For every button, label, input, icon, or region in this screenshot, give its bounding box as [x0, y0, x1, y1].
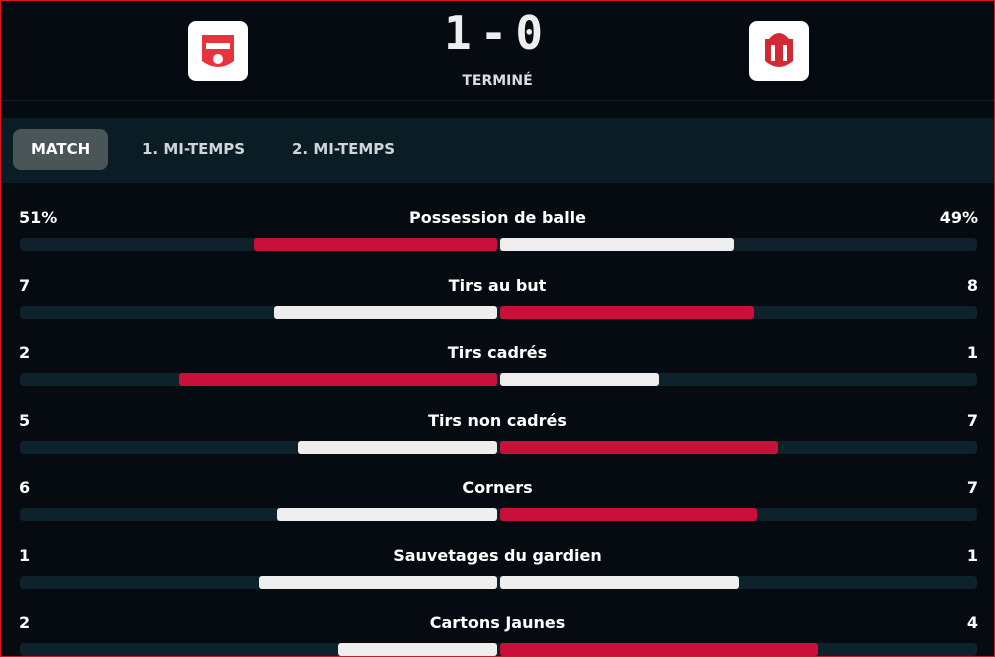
away-bar: [500, 508, 757, 521]
bar-track: [20, 305, 977, 319]
away-value: 7: [966, 410, 978, 430]
home-value: 7: [19, 275, 31, 295]
away-bar: [500, 575, 739, 589]
away-value: 4: [966, 613, 978, 632]
away-bar: [500, 440, 779, 454]
away-value: 1: [966, 545, 978, 565]
away-bar: [500, 373, 659, 386]
away-value: 8: [966, 275, 978, 295]
home-bar: [298, 440, 497, 454]
bar-track: [20, 238, 977, 251]
bar-track: [20, 508, 977, 521]
match-header: 1-0 TERMINÉ: [0, 0, 995, 101]
home-bar: [338, 643, 497, 656]
away-bar: [500, 643, 818, 656]
home-value: 2: [19, 613, 31, 632]
home-value: 51%: [19, 208, 58, 227]
away-bar: [500, 305, 755, 319]
away-value: 7: [966, 478, 978, 497]
stat-label: Tirs au but: [448, 275, 547, 295]
home-value: 1: [19, 545, 31, 565]
home-bar: [258, 575, 497, 589]
away-value: 49%: [939, 208, 978, 227]
home-bar: [179, 373, 497, 386]
away-logo: [749, 21, 809, 81]
home-value: 2: [19, 343, 31, 362]
stat-label: Possession de balle: [408, 208, 587, 227]
home-bar: [253, 238, 497, 251]
away-crest: [765, 33, 793, 67]
stat-label: Tirs cadrés: [447, 343, 548, 362]
home-bar: [276, 508, 497, 521]
stat-label: Corners: [462, 478, 533, 497]
tab[interactable]: 1. MI-TEMPS: [142, 140, 246, 158]
bar-track: [20, 643, 977, 656]
stat-label: Sauvetages du gardien: [393, 545, 602, 565]
tab-bar: MATCH 1. MI-TEMPS 2. MI-TEMPS: [0, 118, 995, 183]
home-logo: [188, 21, 248, 81]
home-bar: [274, 305, 497, 319]
score: 1-0: [443, 6, 552, 60]
home-value: 5: [19, 410, 31, 430]
home-crest: [202, 35, 234, 67]
stat-label: Tirs non cadrés: [428, 410, 567, 430]
home-value: 6: [19, 478, 31, 497]
bar-track: [20, 575, 977, 589]
stat-label: Cartons Jaunes: [429, 613, 566, 632]
match-status: TERMINÉ: [462, 73, 533, 89]
away-value: 1: [966, 343, 978, 362]
tab[interactable]: 2. MI-TEMPS: [292, 140, 396, 158]
bar-track: [20, 373, 977, 386]
tab[interactable]: MATCH: [13, 129, 109, 170]
away-bar: [500, 238, 734, 251]
bar-track: [20, 440, 977, 454]
